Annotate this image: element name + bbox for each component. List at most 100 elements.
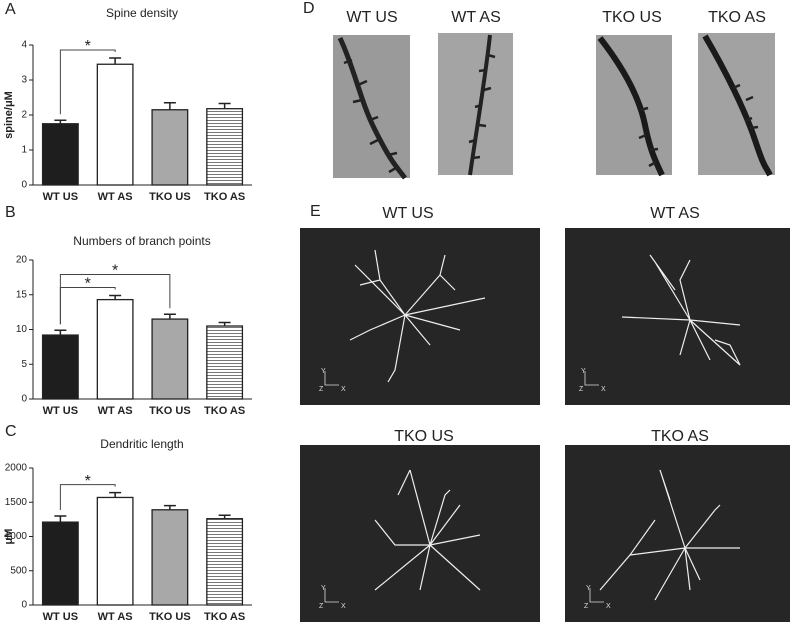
significance-label: * <box>85 276 91 293</box>
axis-gizmo <box>584 371 599 386</box>
image-label: WT AS <box>451 9 501 26</box>
bar <box>41 521 79 606</box>
bar <box>96 496 134 606</box>
panel-letter: E <box>310 203 321 220</box>
significance-bracket <box>59 273 171 325</box>
tracing <box>300 228 540 405</box>
axis-gizmo <box>324 588 339 603</box>
axis-letter: X <box>606 603 611 610</box>
axis-letter: Z <box>319 603 324 610</box>
x-tick-label: TKO AS <box>204 191 245 203</box>
axis-letter: X <box>601 386 606 393</box>
y-tick-label: 5 <box>21 359 27 370</box>
axis-letter: Z <box>584 603 589 610</box>
axis-gizmo <box>324 371 339 386</box>
bar <box>96 63 134 186</box>
y-tick-label: 0 <box>21 394 27 405</box>
bar <box>206 325 244 400</box>
significance-label: * <box>112 263 118 280</box>
micrograph <box>698 33 775 177</box>
axis-letter: X <box>341 386 346 393</box>
bar <box>96 298 134 400</box>
micrograph <box>596 35 672 177</box>
y-axis-label: μM <box>3 529 15 545</box>
tracing <box>565 445 790 622</box>
y-axis-label: spine/μM <box>3 91 15 139</box>
micrograph <box>438 33 513 176</box>
image-label: WT US <box>346 9 397 26</box>
bar <box>41 123 79 186</box>
image-label: TKO AS <box>651 428 709 445</box>
image-label: WT AS <box>650 205 700 222</box>
panel-letter: A <box>5 1 16 18</box>
y-tick-label: 2000 <box>5 463 28 474</box>
bar <box>151 318 189 400</box>
error-bar <box>218 514 231 519</box>
x-tick-label: TKO US <box>149 405 191 417</box>
y-tick-label: 0 <box>21 180 27 191</box>
bar <box>151 509 189 606</box>
y-tick-label: 2 <box>21 110 27 121</box>
significance-bracket <box>59 49 116 115</box>
error-bar <box>54 329 67 336</box>
significance-label: * <box>85 38 91 55</box>
panel-letter: C <box>5 423 17 440</box>
axis-letter: Y <box>321 368 326 375</box>
x-tick-label: WT AS <box>98 191 133 203</box>
error-bar <box>163 504 176 510</box>
y-tick-label: 1500 <box>5 497 28 508</box>
panel-letter: B <box>5 204 16 221</box>
axis-letter: Y <box>581 368 586 375</box>
significance-label: * <box>85 473 91 490</box>
y-tick-label: 500 <box>10 565 27 576</box>
y-tick-label: 4 <box>21 40 27 51</box>
error-bar <box>218 102 231 109</box>
error-bar <box>109 294 122 300</box>
x-tick-label: WT US <box>43 405 78 417</box>
x-tick-label: WT US <box>43 611 78 623</box>
image-label: TKO AS <box>708 9 766 26</box>
axis-letter: Y <box>586 585 591 592</box>
x-tick-label: WT AS <box>98 405 133 417</box>
axis-gizmo <box>589 588 604 603</box>
y-tick-label: 20 <box>16 255 28 266</box>
axis-letter: X <box>341 603 346 610</box>
y-tick-label: 0 <box>21 600 27 611</box>
image-label: TKO US <box>394 428 454 445</box>
significance-bracket <box>59 484 116 510</box>
axis-letter: Z <box>579 386 584 393</box>
micrograph <box>333 35 410 180</box>
error-bar <box>109 491 122 498</box>
y-tick-label: 1 <box>21 145 27 156</box>
chart-title: Numbers of branch points <box>73 234 210 248</box>
error-bar <box>163 102 176 110</box>
tracing <box>300 445 540 622</box>
chart-title: Spine density <box>106 6 178 20</box>
x-tick-label: TKO US <box>149 191 191 203</box>
bar <box>206 108 244 186</box>
image-label: WT US <box>382 205 433 222</box>
y-tick-label: 15 <box>16 289 28 300</box>
bar <box>151 109 189 186</box>
error-bar <box>54 119 67 124</box>
axis-letter: Z <box>319 386 324 393</box>
y-tick-label: 1000 <box>5 531 28 542</box>
x-tick-label: WT AS <box>98 611 133 623</box>
axis-letter: Y <box>321 585 326 592</box>
error-bar <box>163 313 176 320</box>
bar <box>206 518 244 606</box>
bar <box>41 334 79 400</box>
x-tick-label: TKO AS <box>204 405 245 417</box>
x-tick-label: TKO US <box>149 611 191 623</box>
error-bar <box>54 515 67 523</box>
tracing <box>565 228 790 405</box>
panel-letter: D <box>303 0 315 17</box>
x-tick-label: TKO AS <box>204 611 245 623</box>
y-tick-label: 3 <box>21 75 27 86</box>
image-label: TKO US <box>602 9 662 26</box>
error-bar <box>218 321 231 327</box>
y-tick-label: 10 <box>16 324 28 335</box>
x-tick-label: WT US <box>43 191 78 203</box>
chart-title: Dendritic length <box>100 437 183 451</box>
